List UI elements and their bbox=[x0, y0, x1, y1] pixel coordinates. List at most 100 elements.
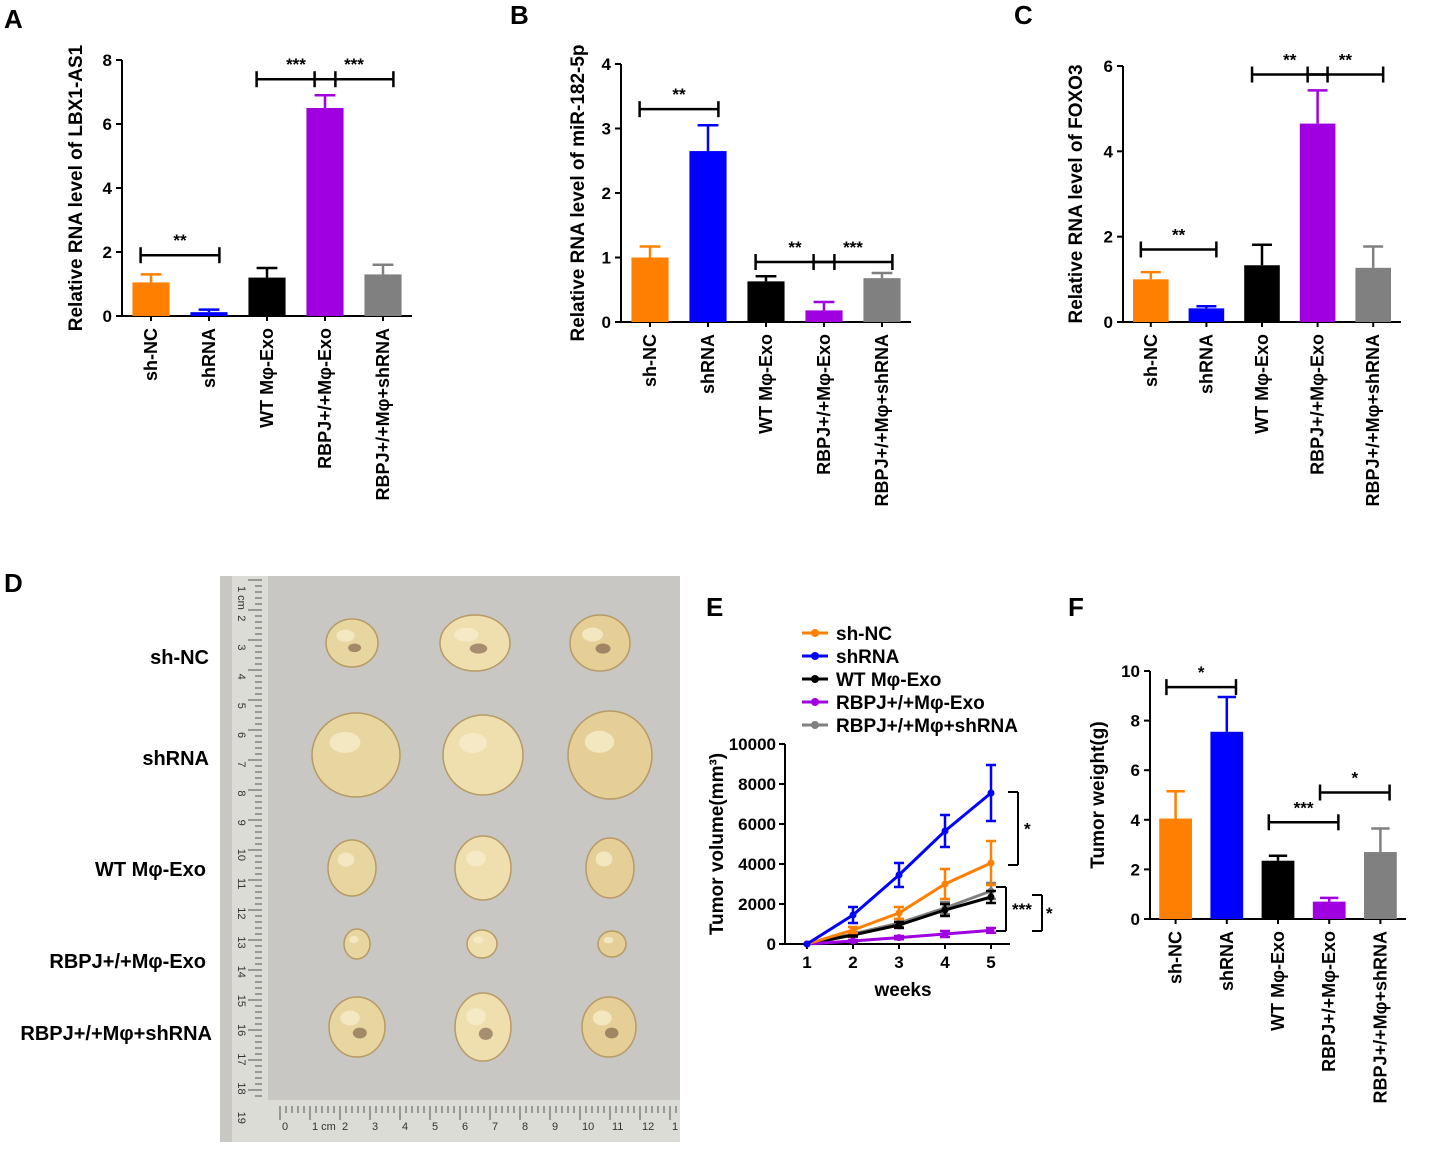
ruler-number: 2 bbox=[235, 615, 247, 621]
legend-marker bbox=[811, 652, 819, 660]
tumor-highlight bbox=[336, 629, 355, 642]
bar bbox=[631, 257, 669, 322]
ruler-number: 12 bbox=[642, 1121, 654, 1133]
significance-label: *** bbox=[1012, 900, 1032, 919]
ruler-number: 7 bbox=[492, 1121, 498, 1133]
bar bbox=[1364, 852, 1397, 919]
y-tick-label: 2000 bbox=[738, 895, 776, 914]
ruler-number: 10 bbox=[582, 1121, 594, 1133]
y-tick-label: 2 bbox=[1131, 860, 1140, 879]
data-point bbox=[895, 921, 903, 929]
ruler-number: 10 bbox=[235, 849, 247, 861]
tumor bbox=[343, 928, 371, 960]
ruler-number: 7 bbox=[235, 761, 247, 767]
significance-label: *** bbox=[1294, 798, 1314, 817]
tumor bbox=[466, 929, 498, 959]
x-tick-label: 4 bbox=[940, 953, 950, 972]
ruler-number: 3 bbox=[372, 1121, 378, 1133]
category-label: RBPJ+/+Mφ-Exo bbox=[1308, 334, 1328, 475]
ruler-number: 0 bbox=[282, 1121, 288, 1133]
tumor-highlight bbox=[329, 731, 361, 753]
line-chart-tumor-volume: 0 2000 4000 6000 8000 10000 1 2 3 4 5 weeks Tumor vo… bbox=[707, 624, 1053, 1001]
ruler-number: 15 bbox=[235, 995, 247, 1007]
photo-row-label: RBPJ+/+Mφ-Exo bbox=[49, 951, 206, 973]
data-point bbox=[941, 906, 949, 914]
category-label: RBPJ+/+Mφ-Exo bbox=[1319, 931, 1339, 1072]
photo-row-label: WT Mφ-Exo bbox=[95, 859, 206, 881]
category-label: shRNA bbox=[698, 334, 718, 394]
bar bbox=[306, 108, 344, 316]
y-tick-label: 8000 bbox=[738, 775, 776, 794]
tumor-highlight bbox=[595, 851, 613, 867]
y-tick-label: 4 bbox=[1104, 142, 1114, 161]
ruler-number: 9 bbox=[235, 820, 247, 826]
tumor-dark-spot bbox=[352, 1027, 367, 1039]
y-tick-label: 0 bbox=[103, 307, 112, 326]
data-point bbox=[849, 926, 857, 934]
tumor-highlight bbox=[459, 733, 487, 753]
tumor bbox=[311, 712, 401, 798]
y-tick-label: 0 bbox=[1131, 910, 1140, 929]
data-point bbox=[849, 937, 857, 945]
x-tick-label: 3 bbox=[894, 953, 903, 972]
legend-marker bbox=[811, 698, 819, 706]
tumor bbox=[581, 996, 637, 1058]
tumor bbox=[327, 839, 377, 897]
category-label: WT Mφ-Exo bbox=[756, 334, 776, 434]
panel-letter-d: D bbox=[4, 568, 23, 598]
data-point bbox=[941, 880, 949, 888]
tumor bbox=[328, 996, 386, 1058]
significance-label: ** bbox=[1339, 51, 1353, 70]
ruler-number: 4 bbox=[235, 674, 247, 680]
ruler-number: 4 bbox=[402, 1121, 408, 1133]
y-tick-label: 4000 bbox=[738, 855, 776, 874]
y-tick-label: 10 bbox=[1121, 662, 1140, 681]
panel-letter-b: B bbox=[510, 0, 529, 30]
legend-label: RBPJ+/+Mφ+shRNA bbox=[836, 716, 1018, 737]
y-tick-label: 4 bbox=[602, 55, 612, 74]
tumor-highlight bbox=[340, 1010, 360, 1026]
ruler-number: 14 bbox=[235, 966, 247, 978]
bar bbox=[1299, 123, 1336, 322]
tumor bbox=[439, 614, 511, 672]
ruler-number: 11 bbox=[235, 878, 247, 889]
tumor-dark-spot bbox=[595, 643, 611, 654]
category-label: sh-NC bbox=[1141, 334, 1161, 387]
ruler-number: 8 bbox=[522, 1121, 528, 1133]
tumor-highlight bbox=[473, 936, 484, 944]
y-tick-label: 0 bbox=[602, 313, 611, 332]
significance-label: *** bbox=[344, 55, 364, 74]
ruler-number: 5 bbox=[235, 703, 247, 709]
bar bbox=[1244, 265, 1280, 322]
data-point bbox=[987, 926, 995, 934]
significance-label: * bbox=[1046, 904, 1053, 923]
bar bbox=[190, 312, 228, 316]
significance-label: ** bbox=[672, 85, 686, 104]
ruler-number: 6 bbox=[235, 732, 247, 738]
legend-label: shRNA bbox=[836, 647, 900, 668]
bar bbox=[1261, 860, 1295, 919]
tumor bbox=[454, 992, 512, 1062]
y-tick-label: 10000 bbox=[729, 735, 776, 754]
category-label: sh-NC bbox=[1166, 931, 1186, 984]
legend-marker bbox=[811, 721, 819, 729]
data-point bbox=[895, 871, 903, 879]
category-label: sh-NC bbox=[640, 334, 660, 387]
ruler-number: 6 bbox=[462, 1121, 468, 1133]
y-tick-label: 8 bbox=[103, 51, 112, 70]
legend-label: RBPJ+/+Mφ-Exo bbox=[836, 693, 985, 714]
y-tick-label: 2 bbox=[103, 243, 112, 262]
ruler-number: 12 bbox=[235, 907, 247, 919]
significance-label: ** bbox=[1283, 51, 1297, 70]
tumor bbox=[567, 710, 653, 800]
category-label: WT Mφ-Exo bbox=[1268, 931, 1288, 1031]
ruler-number: 19 bbox=[235, 1112, 247, 1124]
y-tick-label: 4 bbox=[103, 179, 113, 198]
ruler-number: 2 bbox=[342, 1121, 348, 1133]
data-point bbox=[895, 934, 903, 942]
tumor-highlight bbox=[592, 1010, 612, 1026]
y-axis-title: Tumor weight(g) bbox=[1088, 721, 1109, 868]
panel-letter-f: F bbox=[1068, 592, 1084, 622]
tumor bbox=[585, 837, 635, 899]
